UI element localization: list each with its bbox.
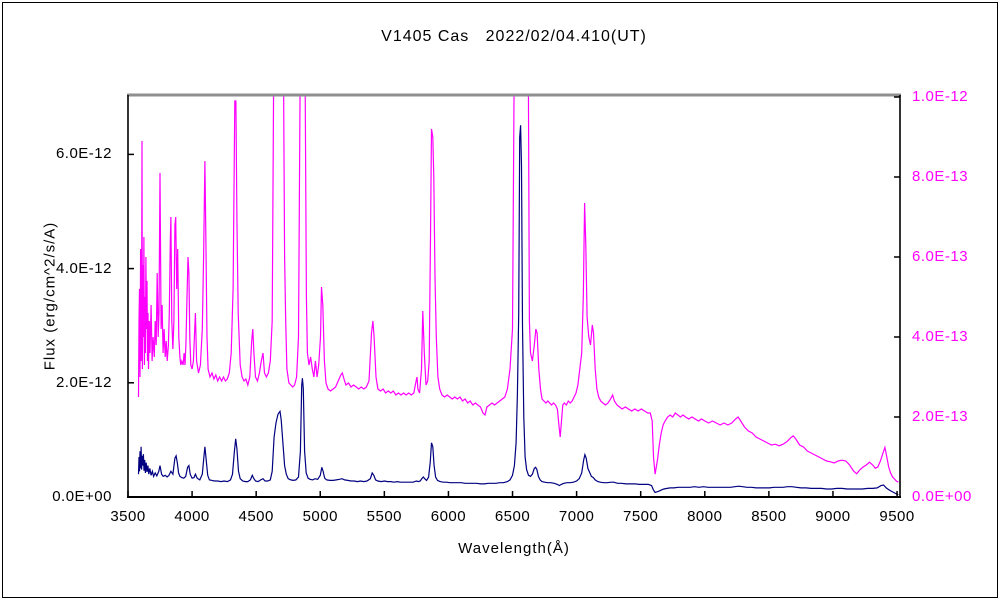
- y-left-tick-label: 4.0E-12: [55, 259, 112, 277]
- x-tick-label: 8500: [751, 508, 787, 525]
- x-tick-label: 6000: [430, 508, 467, 525]
- y-axis-label: Flux (erg/cm^2/s/A): [41, 221, 59, 371]
- y-right-tick-label: 1.0E-12: [912, 88, 969, 105]
- y-right-tick-label: 4.0E-13: [912, 328, 969, 345]
- x-tick-label: 7500: [623, 508, 659, 525]
- y-right-tick-label: 8.0E-13: [912, 168, 969, 185]
- x-tick-label: 4500: [238, 508, 274, 525]
- y-right-tick-label: 6.0E-13: [912, 248, 969, 265]
- chart-title: V1405 Cas 2022/02/04.410(UT): [381, 28, 647, 45]
- spectrum-left-scale-navy-trace: [137, 125, 899, 496]
- x-tick-label: 8000: [687, 508, 723, 525]
- y-left-tick-label: 0.0E+00: [52, 488, 112, 505]
- y-left-tick-label: 2.0E-12: [55, 373, 112, 391]
- x-axis-label: Wavelength(Å): [458, 540, 570, 557]
- y-right-tick-label: 2.0E-13: [912, 408, 969, 425]
- x-tick-label: 7000: [558, 508, 595, 525]
- spectrum-right-scale-magenta-trace: [137, 95, 899, 483]
- x-tick-label: 3500: [110, 508, 146, 525]
- x-tick-label: 4000: [174, 508, 210, 525]
- x-tick-label: 9000: [815, 508, 851, 525]
- x-tick-label: 6500: [494, 508, 531, 525]
- x-tick-label: 5000: [302, 508, 338, 525]
- x-tick-label: 9500: [879, 508, 915, 525]
- y-left-tick-label: 6.0E-12: [55, 145, 112, 163]
- x-tick-label: 5500: [366, 508, 403, 525]
- y-right-tick-label: 0.0E+00: [912, 488, 972, 505]
